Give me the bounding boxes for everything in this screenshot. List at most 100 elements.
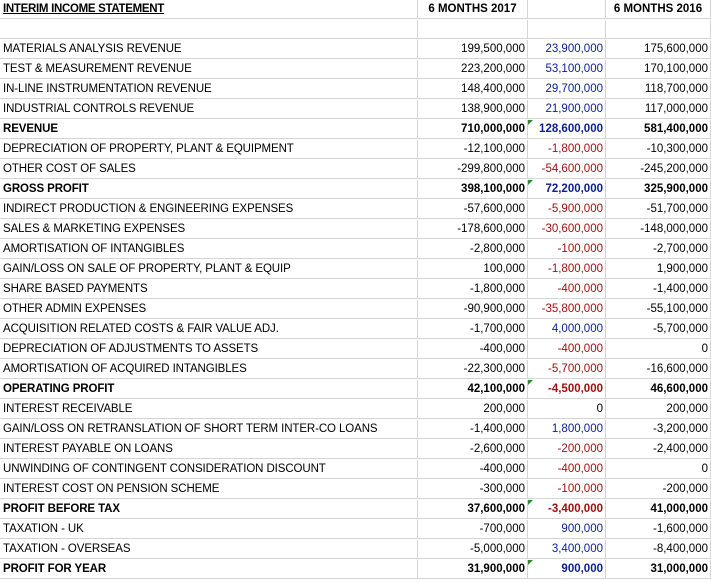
difference-cell[interactable]: -100,000 xyxy=(528,480,606,499)
line-item-label[interactable]: TAXATION - UK xyxy=(0,520,418,539)
difference-cell[interactable]: 128,600,000 xyxy=(528,120,606,139)
line-item-label[interactable]: IN-LINE INSTRUMENTATION REVENUE xyxy=(0,80,418,99)
value-2017-cell[interactable]: -299,800,000 xyxy=(418,160,528,179)
difference-cell[interactable]: -400,000 xyxy=(528,280,606,299)
value-2016-cell[interactable]: 325,900,000 xyxy=(606,180,711,199)
line-item-label[interactable]: PROFIT FOR YEAR xyxy=(0,560,418,579)
value-2017-cell[interactable]: 200,000 xyxy=(418,400,528,419)
difference-cell[interactable]: 72,200,000 xyxy=(528,180,606,199)
value-2017-cell[interactable]: 42,100,000 xyxy=(418,380,528,399)
value-2016-cell[interactable]: -5,700,000 xyxy=(606,320,711,339)
difference-cell[interactable]: 1,800,000 xyxy=(528,420,606,439)
line-item-label[interactable]: INTEREST RECEIVABLE xyxy=(0,400,418,419)
difference-cell[interactable]: -4,500,000 xyxy=(528,380,606,399)
line-item-label[interactable]: DEPRECIATION OF PROPERTY, PLANT & EQUIPM… xyxy=(0,140,418,159)
value-2017-cell[interactable]: 138,900,000 xyxy=(418,100,528,119)
value-2016-cell[interactable]: -245,200,000 xyxy=(606,160,711,179)
value-2017-cell[interactable]: -400,000 xyxy=(418,460,528,479)
value-2017-cell[interactable]: -12,100,000 xyxy=(418,140,528,159)
line-item-label[interactable]: OTHER COST OF SALES xyxy=(0,160,418,179)
value-2016-cell[interactable]: -2,700,000 xyxy=(606,240,711,259)
value-2016-cell[interactable]: -16,600,000 xyxy=(606,360,711,379)
difference-cell[interactable]: -35,800,000 xyxy=(528,300,606,319)
line-item-label[interactable]: REVENUE xyxy=(0,120,418,139)
difference-cell[interactable]: -400,000 xyxy=(528,460,606,479)
value-2017-cell[interactable]: 223,200,000 xyxy=(418,60,528,79)
value-2017-cell[interactable]: -22,300,000 xyxy=(418,360,528,379)
line-item-label[interactable]: INDUSTRIAL CONTROLS REVENUE xyxy=(0,100,418,119)
difference-cell[interactable]: -1,800,000 xyxy=(528,260,606,279)
blank-cell[interactable] xyxy=(0,20,418,39)
value-2017-cell[interactable]: 199,500,000 xyxy=(418,40,528,59)
column-header-2016[interactable]: 6 MONTHS 2016 xyxy=(606,0,711,19)
value-2016-cell[interactable]: -51,700,000 xyxy=(606,200,711,219)
difference-cell[interactable]: 21,900,000 xyxy=(528,100,606,119)
line-item-label[interactable]: INDIRECT PRODUCTION & ENGINEERING EXPENS… xyxy=(0,200,418,219)
difference-cell[interactable]: 0 xyxy=(528,400,606,419)
line-item-label[interactable]: SHARE BASED PAYMENTS xyxy=(0,280,418,299)
difference-cell[interactable]: 23,900,000 xyxy=(528,40,606,59)
value-2016-cell[interactable]: 175,600,000 xyxy=(606,40,711,59)
value-2017-cell[interactable]: -2,600,000 xyxy=(418,440,528,459)
line-item-label[interactable]: GROSS PROFIT xyxy=(0,180,418,199)
value-2016-cell[interactable]: 0 xyxy=(606,460,711,479)
value-2017-cell[interactable]: -400,000 xyxy=(418,340,528,359)
value-2017-cell[interactable]: 100,000 xyxy=(418,260,528,279)
difference-cell[interactable]: 4,000,000 xyxy=(528,320,606,339)
value-2016-cell[interactable]: -3,200,000 xyxy=(606,420,711,439)
line-item-label[interactable]: MATERIALS ANALYSIS REVENUE xyxy=(0,40,418,59)
value-2017-cell[interactable]: 148,400,000 xyxy=(418,80,528,99)
line-item-label[interactable]: AMORTISATION OF INTANGIBLES xyxy=(0,240,418,259)
value-2016-cell[interactable]: -55,100,000 xyxy=(606,300,711,319)
line-item-label[interactable]: ACQUISITION RELATED COSTS & FAIR VALUE A… xyxy=(0,320,418,339)
value-2016-cell[interactable]: 46,600,000 xyxy=(606,380,711,399)
value-2016-cell[interactable]: 118,700,000 xyxy=(606,80,711,99)
value-2016-cell[interactable]: 31,000,000 xyxy=(606,560,711,579)
difference-cell[interactable]: 900,000 xyxy=(528,560,606,579)
blank-cell[interactable] xyxy=(606,20,711,39)
value-2017-cell[interactable]: 710,000,000 xyxy=(418,120,528,139)
value-2016-cell[interactable]: -200,000 xyxy=(606,480,711,499)
difference-cell[interactable]: 3,400,000 xyxy=(528,540,606,559)
value-2016-cell[interactable]: -2,400,000 xyxy=(606,440,711,459)
difference-cell[interactable]: -100,000 xyxy=(528,240,606,259)
line-item-label[interactable]: SALES & MARKETING EXPENSES xyxy=(0,220,418,239)
value-2016-cell[interactable]: -10,300,000 xyxy=(606,140,711,159)
line-item-label[interactable]: OTHER ADMIN EXPENSES xyxy=(0,300,418,319)
value-2016-cell[interactable]: 0 xyxy=(606,340,711,359)
difference-cell[interactable]: 53,100,000 xyxy=(528,60,606,79)
value-2016-cell[interactable]: -8,400,000 xyxy=(606,540,711,559)
value-2017-cell[interactable]: 398,100,000 xyxy=(418,180,528,199)
difference-cell[interactable]: -5,900,000 xyxy=(528,200,606,219)
value-2017-cell[interactable]: 31,900,000 xyxy=(418,560,528,579)
value-2017-cell[interactable]: -5,000,000 xyxy=(418,540,528,559)
value-2017-cell[interactable]: 37,600,000 xyxy=(418,500,528,519)
statement-title[interactable]: INTERIM INCOME STATEMENT xyxy=(0,0,418,19)
value-2016-cell[interactable]: -1,400,000 xyxy=(606,280,711,299)
line-item-label[interactable]: GAIN/LOSS ON RETRANSLATION OF SHORT TERM… xyxy=(0,420,418,439)
value-2016-cell[interactable]: 41,000,000 xyxy=(606,500,711,519)
line-item-label[interactable]: UNWINDING OF CONTINGENT CONSIDERATION DI… xyxy=(0,460,418,479)
line-item-label[interactable]: TAXATION - OVERSEAS xyxy=(0,540,418,559)
difference-cell[interactable]: -1,800,000 xyxy=(528,140,606,159)
line-item-label[interactable]: INTEREST COST ON PENSION SCHEME xyxy=(0,480,418,499)
difference-cell[interactable]: -5,700,000 xyxy=(528,360,606,379)
line-item-label[interactable]: INTEREST PAYABLE ON LOANS xyxy=(0,440,418,459)
value-2016-cell[interactable]: 581,400,000 xyxy=(606,120,711,139)
line-item-label[interactable]: TEST & MEASUREMENT REVENUE xyxy=(0,60,418,79)
column-header-difference[interactable] xyxy=(528,0,606,19)
line-item-label[interactable]: DEPRECIATION OF ADJUSTMENTS TO ASSETS xyxy=(0,340,418,359)
value-2017-cell[interactable]: -300,000 xyxy=(418,480,528,499)
value-2016-cell[interactable]: 1,900,000 xyxy=(606,260,711,279)
line-item-label[interactable]: OPERATING PROFIT xyxy=(0,380,418,399)
value-2016-cell[interactable]: 117,000,000 xyxy=(606,100,711,119)
difference-cell[interactable]: -3,400,000 xyxy=(528,500,606,519)
difference-cell[interactable]: 900,000 xyxy=(528,520,606,539)
value-2017-cell[interactable]: -90,900,000 xyxy=(418,300,528,319)
column-header-2017[interactable]: 6 MONTHS 2017 xyxy=(418,0,528,19)
value-2017-cell[interactable]: -1,800,000 xyxy=(418,280,528,299)
value-2016-cell[interactable]: 170,100,000 xyxy=(606,60,711,79)
line-item-label[interactable]: GAIN/LOSS ON SALE OF PROPERTY, PLANT & E… xyxy=(0,260,418,279)
value-2016-cell[interactable]: -1,600,000 xyxy=(606,520,711,539)
difference-cell[interactable]: -54,600,000 xyxy=(528,160,606,179)
